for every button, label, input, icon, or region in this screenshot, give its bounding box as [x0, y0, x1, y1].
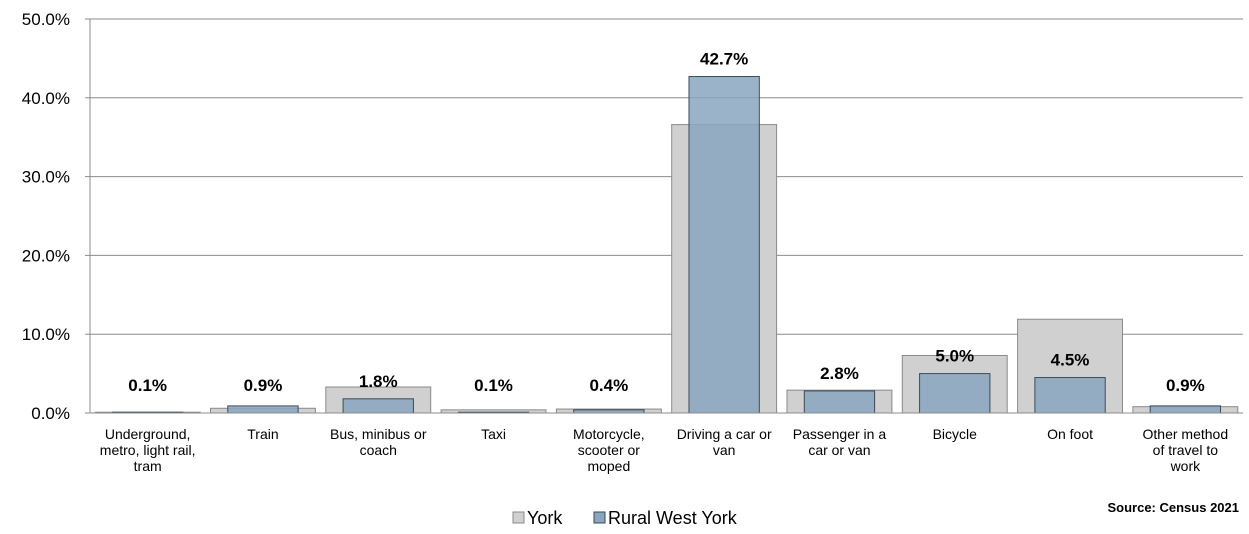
gridlines	[85, 18, 1243, 414]
bar-rural-west-york	[919, 373, 991, 414]
data-label: 0.9%	[244, 376, 283, 395]
bar-rural-west-york	[1034, 377, 1106, 414]
data-label: 5.0%	[935, 347, 974, 366]
data-label: 0.4%	[589, 376, 628, 395]
x-tick-label: metro, light rail,	[100, 442, 196, 458]
x-tick-label: Passenger in a	[793, 426, 887, 442]
data-label: 0.9%	[1166, 376, 1205, 395]
y-tick-label: 20.0%	[22, 246, 70, 265]
legend-swatch	[593, 511, 606, 524]
x-tick-label: Taxi	[481, 426, 506, 442]
y-tick-label: 50.0%	[22, 10, 70, 29]
x-tick-label: scooter or	[578, 442, 641, 458]
bar-rural-west-york	[342, 398, 414, 414]
data-label: 0.1%	[128, 376, 167, 395]
x-tick-label: Underground,	[105, 426, 191, 442]
y-axis-ticks: 0.0% 10.0% 20.0% 30.0% 40.0% 50.0%	[22, 10, 70, 423]
data-label: 0.1%	[474, 376, 513, 395]
y-tick-label: 0.0%	[31, 404, 70, 423]
x-tick-label: van	[713, 442, 736, 458]
x-tick-label: Bicycle	[933, 426, 978, 442]
y-tick-label: 40.0%	[22, 89, 70, 108]
x-tick-label: Train	[247, 426, 278, 442]
bar-rural-west-york	[688, 76, 760, 414]
y-tick-label: 30.0%	[22, 168, 70, 187]
x-tick-label: tram	[134, 458, 162, 474]
legend: York Rural West York	[512, 508, 738, 528]
bar-rural-west-york	[803, 390, 876, 414]
legend-swatch	[512, 511, 525, 524]
x-tick-label: coach	[360, 442, 397, 458]
x-tick-label: Driving a car or	[677, 426, 772, 442]
legend-label: York	[527, 508, 563, 528]
bar-rural-west-york	[1149, 405, 1222, 414]
data-label: 42.7%	[700, 50, 748, 69]
x-tick-label: moped	[587, 458, 630, 474]
x-tick-label: On foot	[1047, 426, 1093, 442]
data-label: 1.8%	[359, 372, 398, 391]
source-note: Source: Census 2021	[1107, 500, 1239, 515]
data-label: 4.5%	[1051, 351, 1090, 370]
bars	[90, 76, 1243, 414]
legend-label: Rural West York	[608, 508, 738, 528]
data-label: 2.8%	[820, 364, 859, 383]
x-tick-label: Motorcycle,	[573, 426, 645, 442]
y-tick-label: 10.0%	[22, 325, 70, 344]
data-labels: 0.1% 0.9% 1.8% 0.1% 0.4% 42.7% 2.8% 5.0% 4.5% 0.9…	[128, 50, 1204, 395]
x-tick-label: Bus, minibus or	[330, 426, 427, 442]
x-tick-label: of travel to	[1153, 442, 1219, 458]
x-tick-label: Other method	[1143, 426, 1229, 442]
category-labels: Underground,metro, light rail,tram Train B…	[100, 426, 1228, 474]
x-tick-label: car or van	[808, 442, 870, 458]
bar-rural-west-york	[227, 405, 299, 414]
x-tick-label: work	[1170, 458, 1202, 474]
